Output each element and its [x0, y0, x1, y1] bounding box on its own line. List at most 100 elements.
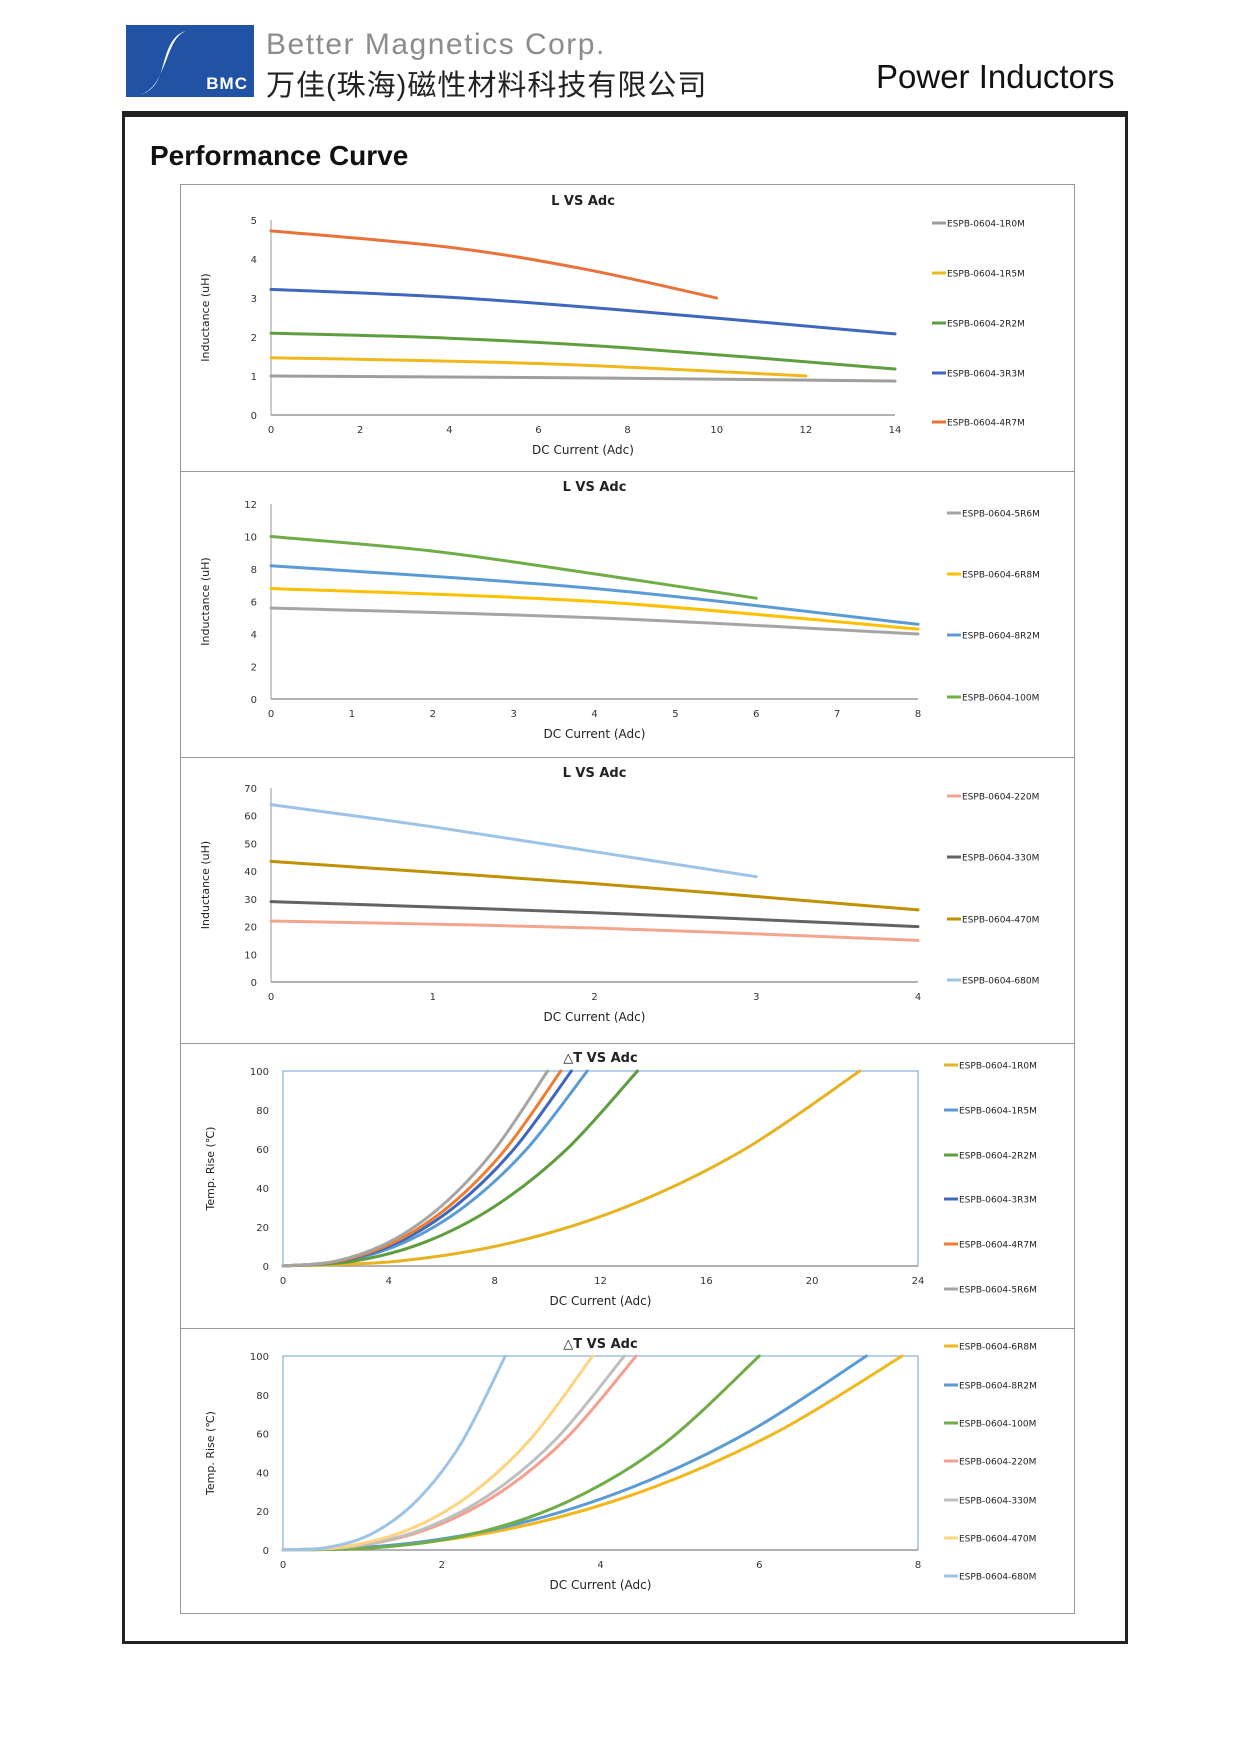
x-tick-label: 0 — [268, 425, 274, 436]
x-tick-label: 24 — [912, 1276, 925, 1287]
chart-panel-l-vs-adc-1: L VS Adc 0 2 4 6 8 10 12 14 0 1 2 3 4 5 DC Current (Adc… — [181, 185, 1074, 472]
y-tick-label: 100 — [250, 1067, 269, 1078]
series-line-espb-0604-1r5m — [269, 356, 808, 378]
y-tick-label: 2 — [251, 663, 257, 674]
legend-label: ESPB-0604-4R7M — [959, 1241, 1037, 1251]
y-tick-label: 2 — [251, 333, 257, 344]
section-title: Performance Curve — [150, 140, 409, 171]
y-tick-label: 5 — [251, 216, 257, 227]
x-tick-label: 4 — [591, 709, 597, 720]
legend-label: ESPB-0604-470M — [959, 1535, 1036, 1545]
chart-svg: △T VS Adc 0 4 8 12 16 20 24 0 20 40 60 80 100 DC Curre… — [204, 1051, 1037, 1308]
legend-label: ESPB-0604-1R0M — [959, 1062, 1037, 1072]
y-tick-label: 0 — [251, 978, 257, 989]
legend-label: ESPB-0604-2R2M — [947, 320, 1025, 330]
legend-label: ESPB-0604-6R8M — [962, 571, 1040, 581]
x-tick-label: 6 — [756, 1560, 762, 1571]
company-logo: BMC — [126, 25, 254, 97]
chart-panel-dt-vs-adc-2: △T VS Adc 0 2 4 6 8 0 20 40 60 80 100 DC Current (Ad… — [181, 1328, 1074, 1614]
y-tick-label: 20 — [256, 1507, 269, 1518]
y-tick-label: 4 — [251, 630, 257, 641]
y-tick-label: 20 — [244, 923, 257, 934]
series-line-espb-0604-8r2m — [269, 564, 920, 626]
y-tick-label: 12 — [244, 500, 257, 511]
x-tick-label: 12 — [799, 425, 812, 436]
y-tick-label: 80 — [256, 1106, 269, 1117]
y-tick-label: 0 — [251, 411, 257, 422]
chart-panel-l-vs-adc-2: L VS Adc 0 1 2 3 4 5 6 7 8 0 2 4 6 8 10 12 DC Current (Ad… — [181, 471, 1074, 758]
legend-label: ESPB-0604-330M — [959, 1497, 1036, 1507]
legend-label: ESPB-0604-100M — [962, 694, 1039, 704]
chart-panel-l-vs-adc-3: L VS Adc 0 1 2 3 4 0 10 20 30 40 50 60 70 DC Current (… — [181, 757, 1074, 1044]
y-tick-label: 30 — [244, 895, 257, 906]
series-line-espb-0604-330m — [269, 900, 920, 929]
x-tick-label: 0 — [268, 709, 274, 720]
x-tick-label: 1 — [349, 709, 355, 720]
x-tick-label: 0 — [268, 992, 274, 1003]
plot-area-border — [282, 1070, 919, 1267]
x-tick-label: 20 — [806, 1276, 819, 1287]
legend-label: ESPB-0604-1R5M — [959, 1107, 1037, 1117]
chart-title: L VS Adc — [563, 766, 627, 781]
series-line-espb-0604-470m — [269, 859, 920, 912]
x-tick-label: 0 — [280, 1276, 286, 1287]
x-tick-label: 4 — [597, 1560, 603, 1571]
y-tick-label: 1 — [251, 372, 257, 383]
series-line-espb-0604-6r8m — [269, 587, 920, 631]
x-tick-label: 6 — [535, 425, 541, 436]
product-category: Power Inductors — [876, 58, 1115, 95]
legend-label: ESPB-0604-220M — [959, 1458, 1036, 1468]
company-name-en: Better Magnetics Corp. — [266, 28, 606, 61]
x-tick-label: 2 — [439, 1560, 445, 1571]
x-axis-label: DC Current (Adc) — [550, 1294, 652, 1308]
x-tick-label: 4 — [915, 992, 921, 1003]
y-tick-label: 4 — [251, 255, 257, 266]
chart-title: L VS Adc — [563, 480, 627, 495]
legend-label: ESPB-0604-5R6M — [962, 510, 1040, 520]
x-tick-label: 2 — [591, 992, 597, 1003]
chart-panel-dt-vs-adc-1: △T VS Adc 0 4 8 12 16 20 24 0 20 40 60 80 100 DC Curre… — [181, 1042, 1074, 1329]
y-axis-label: Inductance (uH) — [199, 557, 212, 645]
series-line-espb-0604-2r2m — [281, 1069, 639, 1268]
x-tick-label: 14 — [889, 425, 902, 436]
legend-label: ESPB-0604-3R3M — [959, 1196, 1037, 1206]
series-line-espb-0604-100m — [269, 535, 758, 600]
x-tick-label: 8 — [624, 425, 630, 436]
y-tick-label: 0 — [263, 1546, 269, 1557]
legend-label: ESPB-0604-8R2M — [962, 632, 1040, 642]
legend-label: ESPB-0604-1R5M — [947, 270, 1025, 280]
y-tick-label: 70 — [244, 784, 257, 795]
y-axis-label: Inductance (uH) — [199, 841, 212, 929]
charts-container: L VS Adc 0 2 4 6 8 10 12 14 0 1 2 3 4 5 DC Current (Adc… — [180, 184, 1075, 1614]
y-axis-label: Inductance (uH) — [199, 273, 212, 361]
legend-label: ESPB-0604-680M — [959, 1573, 1036, 1583]
content-frame — [122, 111, 1128, 1644]
x-tick-label: 1 — [430, 992, 436, 1003]
legend-label: ESPB-0604-5R6M — [959, 1286, 1037, 1296]
x-tick-label: 2 — [430, 709, 436, 720]
legend-label: ESPB-0604-1R0M — [947, 220, 1025, 230]
y-tick-label: 0 — [251, 695, 257, 706]
y-tick-label: 40 — [256, 1468, 269, 1479]
series-line-espb-0604-4r7m — [281, 1069, 563, 1268]
x-axis-label: DC Current (Adc) — [544, 727, 646, 741]
series-line-espb-0604-6r8m — [281, 1354, 904, 1552]
legend-label: ESPB-0604-2R2M — [959, 1152, 1037, 1162]
y-tick-label: 20 — [256, 1223, 269, 1234]
x-tick-label: 12 — [594, 1276, 607, 1287]
legend-label: ESPB-0604-8R2M — [959, 1382, 1037, 1392]
series-line-espb-0604-8r2m — [281, 1354, 868, 1552]
x-tick-label: 8 — [915, 709, 921, 720]
y-tick-label: 0 — [263, 1262, 269, 1273]
y-tick-label: 10 — [244, 950, 257, 961]
x-tick-label: 4 — [446, 425, 452, 436]
x-tick-label: 2 — [357, 425, 363, 436]
legend-label: ESPB-0604-680M — [962, 977, 1039, 987]
y-tick-label: 100 — [250, 1352, 269, 1363]
y-tick-label: 50 — [244, 839, 257, 850]
legend-label: ESPB-0604-6R8M — [959, 1343, 1037, 1353]
y-tick-label: 40 — [256, 1184, 269, 1195]
